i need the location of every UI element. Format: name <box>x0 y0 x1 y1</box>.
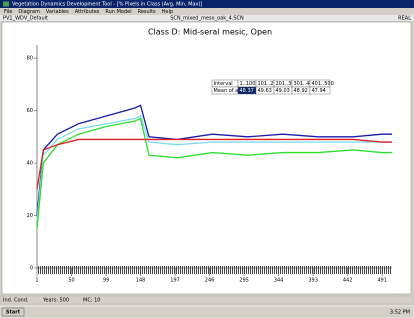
summary-value: 49.63 <box>258 88 272 94</box>
y-tick-label: 0 <box>30 266 33 272</box>
taskbar <box>0 306 414 318</box>
y-tick-label: 40 <box>27 161 33 167</box>
summary-header: Interval <box>214 81 233 87</box>
status-field: MC: 10 <box>83 298 100 304</box>
menu-item[interactable]: File <box>4 9 12 15</box>
toolbar-left: PV1_WDV_Default <box>3 16 48 22</box>
chart-title: Class D: Mid-seral mesic, Open <box>148 28 272 37</box>
y-tick-label: 20 <box>27 213 33 219</box>
x-tick-label: 197 <box>170 278 180 284</box>
summary-header: 401..500 <box>312 81 334 87</box>
x-tick-label: 99 <box>103 278 109 284</box>
x-tick-label: 442 <box>343 278 353 284</box>
start-label[interactable]: Start <box>6 310 21 316</box>
summary-header: 1..100 <box>240 81 256 87</box>
menu-item[interactable]: Help <box>162 9 173 15</box>
summary-value: 48.37 <box>240 88 254 94</box>
x-tick-label: 148 <box>136 278 146 284</box>
chart-area <box>2 22 411 294</box>
x-tick-label: 491 <box>377 278 387 284</box>
menu-item[interactable]: Run Model <box>105 9 131 15</box>
menu-item[interactable]: Diagram <box>18 9 40 15</box>
summary-value: 47.94 <box>312 88 326 94</box>
clock: 3:52 PM <box>390 310 410 316</box>
x-tick-label: 50 <box>68 278 74 284</box>
menu-item[interactable]: Results <box>138 9 156 15</box>
status-field: Ind. Cond. <box>3 298 29 304</box>
x-tick-label: 295 <box>239 278 249 284</box>
x-tick-label: 393 <box>308 278 318 284</box>
menu-item[interactable]: Attributes <box>75 9 100 15</box>
menu-item[interactable]: Variables <box>46 9 69 15</box>
x-tick-label: 344 <box>274 278 284 284</box>
screen: Vegetation Dynamics Development Tool - [… <box>0 0 414 318</box>
status-field: Years: 500 <box>42 298 69 304</box>
timeline-band <box>37 266 392 274</box>
summary-value: 49.03 <box>276 88 290 94</box>
x-tick-label: 1 <box>35 278 38 284</box>
app-icon <box>3 2 9 7</box>
x-tick-label: 246 <box>205 278 215 284</box>
summary-value: 48.92 <box>294 88 308 94</box>
toolbar-right: REAL <box>398 16 411 22</box>
y-tick-label: 80 <box>27 56 33 62</box>
toolbar-center: SCN_mixed_meso_oak_4.SCN <box>170 16 244 22</box>
window-title: Vegetation Dynamics Development Tool - [… <box>12 2 202 8</box>
y-tick-label: 60 <box>27 108 33 114</box>
